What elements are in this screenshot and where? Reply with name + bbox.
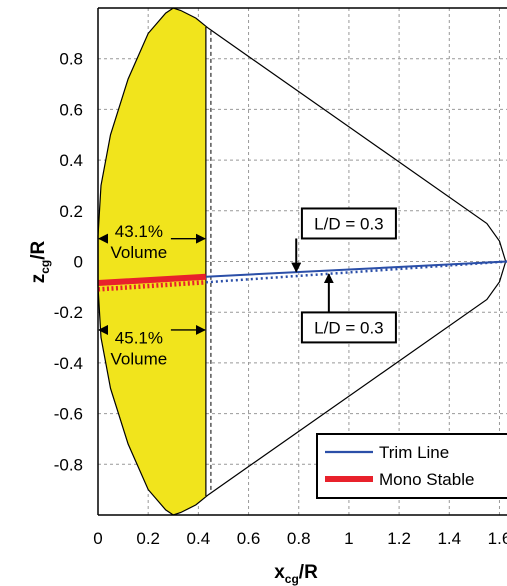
volume-percent-label: 45.1% (115, 329, 163, 348)
vehicle-outline (97, 7, 507, 516)
x-tick-label: 1.2 (387, 529, 411, 548)
ld-label-box (300, 207, 397, 240)
y-tick-label: 0.4 (59, 151, 83, 170)
series-line-dotted (205, 260, 507, 284)
svg-text:xcg/R: xcg/R (274, 562, 318, 586)
tick-labels: 0 0.2 0.4 0.6 0.8 1 1.2 1.4 1.6 -0.8 -0.6 -0.4 -0.2 0… (54, 50, 507, 548)
plot-frame (97, 7, 507, 516)
x-tick-label: 0.8 (287, 529, 311, 548)
x-tick-label: 1.6 (488, 529, 507, 548)
x-axis-title: xcg/R (274, 562, 318, 586)
y-tick-label: 0.6 (59, 100, 83, 119)
legend: Trim Line Mono Stable (316, 433, 507, 499)
fill-region (98, 8, 206, 515)
volume-percent-label: 43.1% (115, 222, 163, 241)
y-tick-label: 0 (74, 253, 83, 272)
series-line-solid-thick (97, 273, 207, 287)
y-tick-label: -0.2 (54, 303, 83, 322)
legend-box (316, 433, 507, 499)
volume-label: Volume (111, 350, 168, 369)
x-tick-label: 1.4 (437, 529, 461, 548)
legend-label: Trim Line (379, 443, 449, 462)
y-axis-title: zcg/R (28, 240, 52, 283)
x-tick-label: 0 (93, 529, 102, 548)
outline (97, 7, 507, 516)
y-tick-label: 0.2 (59, 202, 83, 221)
x-tick-label: 0.6 (237, 529, 261, 548)
x-tick-label: 1 (344, 529, 353, 548)
filled-volume (98, 8, 206, 515)
ld-label: L/D = 0.3 (314, 318, 383, 337)
y-tick-label: -0.6 (54, 405, 83, 424)
y-tick-label: -0.4 (54, 354, 83, 373)
ld-label: L/D = 0.3 (314, 214, 383, 233)
series-line-dotted-thick (97, 280, 207, 292)
x-tick-label: 0.4 (187, 529, 211, 548)
volume-label: Volume (111, 243, 168, 262)
annotations: 43.1% Volume 45.1% Volume L/D = 0.3 L/D = 0.3 (98, 207, 397, 369)
x-tick-label: 0.2 (136, 529, 160, 548)
y-tick-label: -0.8 (54, 455, 83, 474)
series-group (97, 260, 507, 292)
legend-label: Mono Stable (379, 470, 474, 489)
svg-text:zcg/R: zcg/R (28, 240, 52, 283)
y-tick-label: 0.8 (59, 50, 83, 69)
ld-label-box (300, 311, 397, 344)
